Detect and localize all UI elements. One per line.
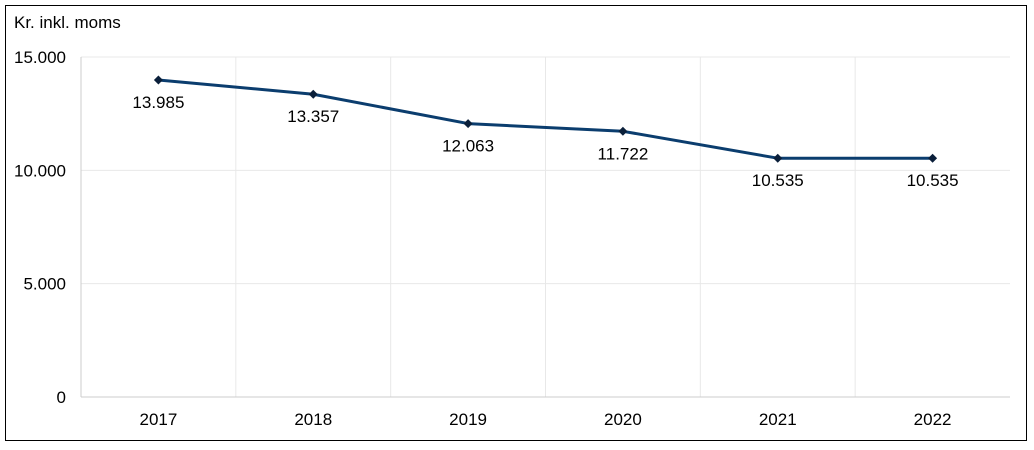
data-point xyxy=(773,153,783,163)
x-tick-label: 2022 xyxy=(914,410,952,429)
y-tick-labels: 0 5.000 10.000 15.000 xyxy=(14,48,66,407)
gridlines xyxy=(81,56,1010,397)
x-tick-label: 2019 xyxy=(449,410,487,429)
data-point xyxy=(928,153,938,163)
data-label: 10.535 xyxy=(907,171,959,190)
y-tick-label: 15.000 xyxy=(14,48,66,67)
series-line xyxy=(158,78,933,160)
y-tick-label: 10.000 xyxy=(14,161,66,180)
data-label: 12.063 xyxy=(442,137,494,156)
data-point xyxy=(463,119,473,129)
data-labels: 13.985 13.357 12.063 11.722 10.535 10.535 xyxy=(132,93,958,190)
x-tick-label: 2017 xyxy=(140,410,178,429)
data-label: 13.985 xyxy=(132,93,184,112)
x-tick-label: 2021 xyxy=(759,410,797,429)
series-0 xyxy=(153,75,938,163)
data-label: 11.722 xyxy=(598,144,649,163)
x-tick-label: 2018 xyxy=(294,410,332,429)
data-point xyxy=(308,89,318,99)
x-tick-label: 2020 xyxy=(604,410,642,429)
axes xyxy=(80,57,1010,398)
y-tick-label: 5.000 xyxy=(23,275,66,294)
data-point xyxy=(618,126,628,136)
data-label: 10.535 xyxy=(752,171,804,190)
data-point xyxy=(153,75,163,85)
y-tick-label: 0 xyxy=(57,388,66,407)
y-axis-title: Kr. inkl. moms xyxy=(14,13,121,32)
x-tick-labels: 2017 2018 2019 2020 2021 2022 xyxy=(140,410,952,429)
chart-frame xyxy=(5,5,1027,441)
data-label: 13.357 xyxy=(287,107,339,126)
